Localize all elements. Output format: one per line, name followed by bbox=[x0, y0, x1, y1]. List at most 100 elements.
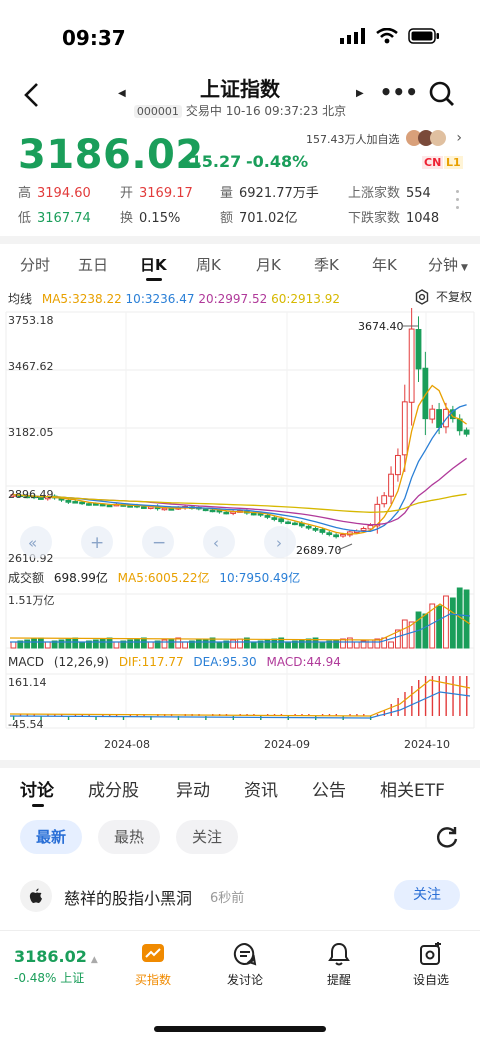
volume-bar bbox=[154, 640, 161, 649]
watcher-avatars[interactable] bbox=[406, 128, 446, 148]
macd-bar bbox=[19, 714, 22, 716]
chevron-right-icon[interactable]: › bbox=[456, 130, 462, 146]
tab-five-day[interactable]: 五日 bbox=[78, 256, 109, 274]
volume-bar bbox=[436, 605, 443, 649]
tab-weekly-k[interactable]: 周K bbox=[196, 256, 221, 274]
post-item[interactable]: 慈祥的股指小黑洞 6秒前 关注 bbox=[0, 878, 480, 914]
tab-monthly-k[interactable]: 月K bbox=[256, 256, 281, 274]
apple-logo-icon bbox=[29, 888, 42, 903]
tab-discussion[interactable]: 讨论 bbox=[20, 781, 54, 801]
volume-bar bbox=[99, 638, 106, 649]
kline-chart[interactable]: 3753.18 3467.62 3182.05 2896.49 2610.92 … bbox=[0, 308, 480, 758]
more-icon[interactable]: ••• bbox=[379, 80, 418, 104]
volume-bar bbox=[250, 641, 257, 649]
zoom-in-button[interactable]: + bbox=[81, 526, 113, 558]
tab-quarterly-k[interactable]: 季K bbox=[314, 256, 339, 274]
volume-bar bbox=[381, 637, 388, 649]
zoom-far-left-button[interactable]: « bbox=[20, 526, 52, 558]
ma5-line bbox=[13, 384, 467, 535]
candle-body bbox=[106, 504, 113, 508]
macd-axis-top: 161.14 bbox=[8, 676, 47, 689]
tab-movements[interactable]: 异动 bbox=[176, 781, 210, 801]
bell-icon bbox=[328, 942, 350, 966]
volume-bar bbox=[31, 638, 37, 649]
cn-badge: CN bbox=[422, 156, 444, 169]
pill-latest[interactable]: 最新 bbox=[20, 820, 82, 854]
search-icon[interactable] bbox=[428, 80, 456, 108]
prev-stock-icon[interactable]: ◀ bbox=[118, 88, 126, 99]
pill-hot[interactable]: 最热 bbox=[98, 820, 160, 854]
tab-related-etf[interactable]: 相关ETF bbox=[380, 781, 445, 801]
volume-bar bbox=[10, 641, 17, 649]
post-discussion-button[interactable]: 发讨论 bbox=[210, 941, 280, 988]
tab-yearly-k[interactable]: 年K bbox=[372, 256, 397, 274]
period-tabs: 分时 五日 日K 周K 月K 季K 年K 分钟 ▼ bbox=[0, 248, 480, 282]
volume-bar bbox=[319, 641, 326, 649]
follow-button[interactable]: 关注 bbox=[394, 880, 460, 910]
adjust-toggle[interactable]: 不复权 bbox=[414, 288, 472, 305]
macd-bar bbox=[356, 714, 358, 716]
buy-index-button[interactable]: 买指数 bbox=[118, 941, 188, 988]
caret-up-icon: ▲ bbox=[90, 955, 98, 965]
candle-body bbox=[319, 529, 326, 533]
macd-legend: MACD (12,26,9) DIF:117.77 DEA:95.30 MACD… bbox=[8, 655, 341, 669]
ma60-line bbox=[13, 493, 467, 513]
l1-badge: L1 bbox=[444, 156, 463, 169]
svg-text:+: + bbox=[90, 533, 104, 553]
volume-bar bbox=[422, 613, 429, 649]
watchers-count[interactable]: 157.43万人加自选 bbox=[306, 133, 400, 146]
ma5-value: MA5:3238.22 bbox=[41, 292, 122, 306]
post-author[interactable]: 慈祥的股指小黑洞 bbox=[64, 889, 193, 908]
stat-amount: 额 701.02亿 bbox=[220, 211, 298, 226]
macd-bar bbox=[40, 716, 42, 720]
add-watchlist-button[interactable]: 设自选 bbox=[396, 941, 466, 988]
volume-bar bbox=[333, 639, 340, 649]
chat-icon bbox=[233, 942, 257, 966]
candle-body bbox=[333, 534, 340, 538]
section-divider bbox=[0, 760, 480, 768]
time-label-oct: 2024-10 bbox=[404, 738, 450, 751]
volume-bar bbox=[147, 641, 154, 649]
tab-announcements[interactable]: 公告 bbox=[312, 781, 346, 801]
content-tabs: 讨论 成分股 异动 资讯 公告 相关ETF bbox=[0, 770, 480, 810]
settings-icon[interactable] bbox=[414, 288, 430, 305]
stock-code: 000001 bbox=[133, 105, 182, 118]
volume-bar bbox=[58, 639, 65, 649]
volume-ma10-line bbox=[10, 613, 471, 643]
refresh-icon[interactable] bbox=[434, 824, 460, 850]
tab-news[interactable]: 资讯 bbox=[244, 781, 278, 801]
svg-text:›: › bbox=[276, 534, 282, 552]
candle-body bbox=[161, 507, 168, 511]
back-icon[interactable] bbox=[18, 80, 48, 110]
zoom-out-button[interactable]: − bbox=[142, 526, 174, 558]
scroll-right-button[interactable]: › bbox=[264, 526, 296, 558]
candle-body bbox=[271, 517, 278, 520]
ma10-value: 10:3236.47 bbox=[125, 292, 195, 306]
tab-daily-k[interactable]: 日K bbox=[140, 256, 167, 274]
volume-bar bbox=[113, 641, 120, 649]
volume-axis-top: 1.51万亿 bbox=[8, 594, 55, 607]
volume-bar bbox=[79, 641, 85, 649]
more-stats-icon[interactable] bbox=[456, 190, 460, 214]
volume-bar bbox=[449, 597, 456, 649]
tab-intraday[interactable]: 分时 bbox=[20, 256, 51, 274]
pill-following[interactable]: 关注 bbox=[176, 820, 238, 854]
macd-bar bbox=[452, 676, 454, 716]
tab-minute[interactable]: 分钟 ▼ bbox=[428, 256, 468, 274]
alert-button[interactable]: 提醒 bbox=[304, 941, 374, 988]
macd-bar bbox=[411, 686, 413, 716]
candle-body bbox=[312, 527, 319, 531]
author-avatar[interactable] bbox=[20, 880, 52, 912]
dif-line bbox=[9, 679, 471, 717]
scroll-left-button[interactable]: ‹ bbox=[203, 526, 235, 558]
price-change: -15.27 bbox=[184, 152, 242, 171]
candle-body bbox=[250, 512, 257, 516]
candle-body bbox=[340, 534, 346, 537]
next-stock-icon[interactable]: ▶ bbox=[356, 88, 364, 99]
volume-bar bbox=[134, 638, 140, 649]
price-change-pct: -0.48% bbox=[246, 152, 309, 171]
candle-body bbox=[202, 508, 209, 512]
svg-text:‹: ‹ bbox=[213, 534, 219, 552]
macd-bar bbox=[60, 714, 63, 716]
tab-constituents[interactable]: 成分股 bbox=[88, 781, 139, 801]
